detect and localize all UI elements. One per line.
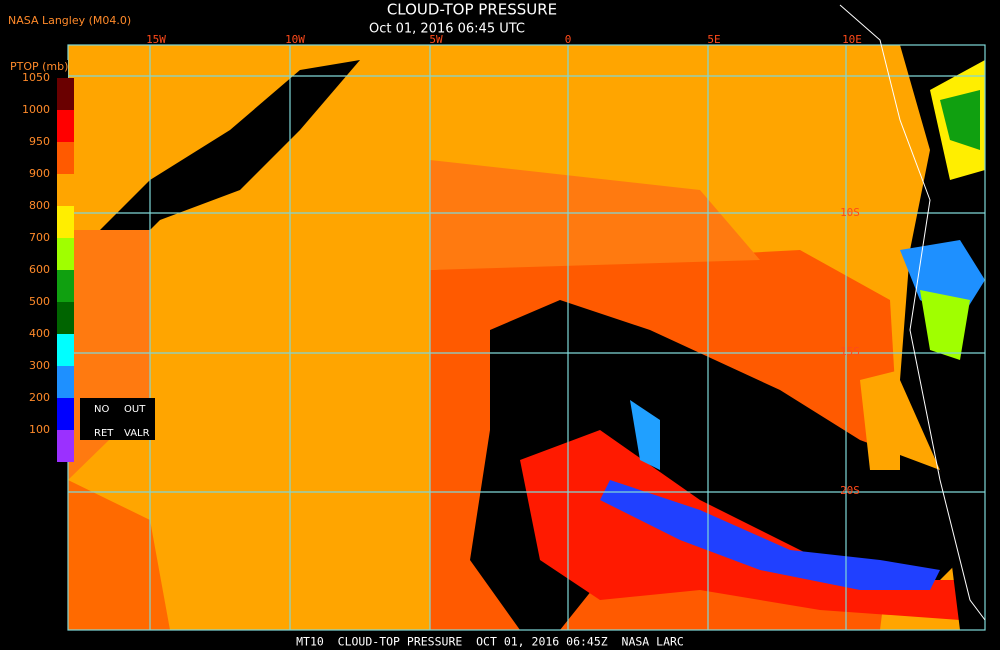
land-cloud [920, 290, 970, 360]
colorbar-label: 100 [29, 423, 50, 436]
colorbar-swatch [57, 366, 74, 398]
map-time: Oct 01, 2016 06:45 UTC [369, 22, 525, 37]
nodata-label: OUT [124, 404, 146, 415]
colorbar-swatch [57, 334, 74, 366]
footer-bg [0, 632, 1000, 650]
colorbar: PTOP (mb) NO OUT RET VALR 1050 1000 950 900… [0, 60, 155, 462]
colorbar-swatch [57, 142, 74, 174]
longitude-label: 10E [842, 33, 862, 46]
broken-cloud [68, 480, 170, 630]
colorbar-label: 950 [29, 135, 50, 148]
longitude-label: 10W [285, 33, 305, 46]
colorbar-label: 1000 [22, 103, 50, 116]
colorbar-swatch [57, 398, 74, 430]
latitude-label: 10S [840, 206, 860, 219]
nodata-label: NO [94, 404, 109, 415]
latitude-label: 15S [840, 345, 860, 358]
colorbar-label: 800 [29, 199, 50, 212]
colorbar-swatch [57, 174, 74, 206]
longitude-label: 5W [429, 33, 443, 46]
nodata-label: RET [94, 428, 114, 439]
high-cloud-streak [630, 400, 660, 470]
longitude-label: 5E [707, 33, 720, 46]
nodata-label: VALR [124, 428, 150, 439]
colorbar-label: 1050 [22, 71, 50, 84]
colorbar-swatch [57, 302, 74, 334]
high-cloud-streak [600, 480, 940, 590]
coastal-cloud [860, 370, 900, 470]
latitude-label: 20S [840, 484, 860, 497]
longitude-label: 15W [146, 33, 166, 46]
land-cloud [940, 90, 980, 150]
colorbar-bg [0, 60, 68, 440]
colorbar-label: 600 [29, 263, 50, 276]
colorbar-title: PTOP (mb) [10, 60, 68, 73]
colorbar-label: 700 [29, 231, 50, 244]
map-title: CLOUD-TOP PRESSURE [387, 1, 557, 19]
graticule [67, 4, 986, 631]
colorbar-label: 300 [29, 359, 50, 372]
colorbar-label: 200 [29, 391, 50, 404]
colorbar-label: 500 [29, 295, 50, 308]
colorbar-swatch [57, 238, 74, 270]
colorbar-swatch [57, 270, 74, 302]
colorbar-label: 900 [29, 167, 50, 180]
colorbar-swatch [57, 110, 74, 142]
colorbar-swatch [57, 78, 74, 110]
longitude-label: 0 [565, 33, 572, 46]
coastline [839, 4, 986, 621]
colorbar-label: 400 [29, 327, 50, 340]
satellite-imagery [68, 45, 985, 630]
footer-caption: MT10 CLOUD-TOP PRESSURE OCT 01, 2016 06:… [296, 635, 684, 649]
nodata-box [80, 398, 155, 440]
colorbar-swatch [57, 430, 74, 462]
colorbar-swatch [57, 206, 74, 238]
source-label: NASA Langley (M04.0) [8, 14, 131, 27]
low-cloud-region [430, 160, 760, 270]
